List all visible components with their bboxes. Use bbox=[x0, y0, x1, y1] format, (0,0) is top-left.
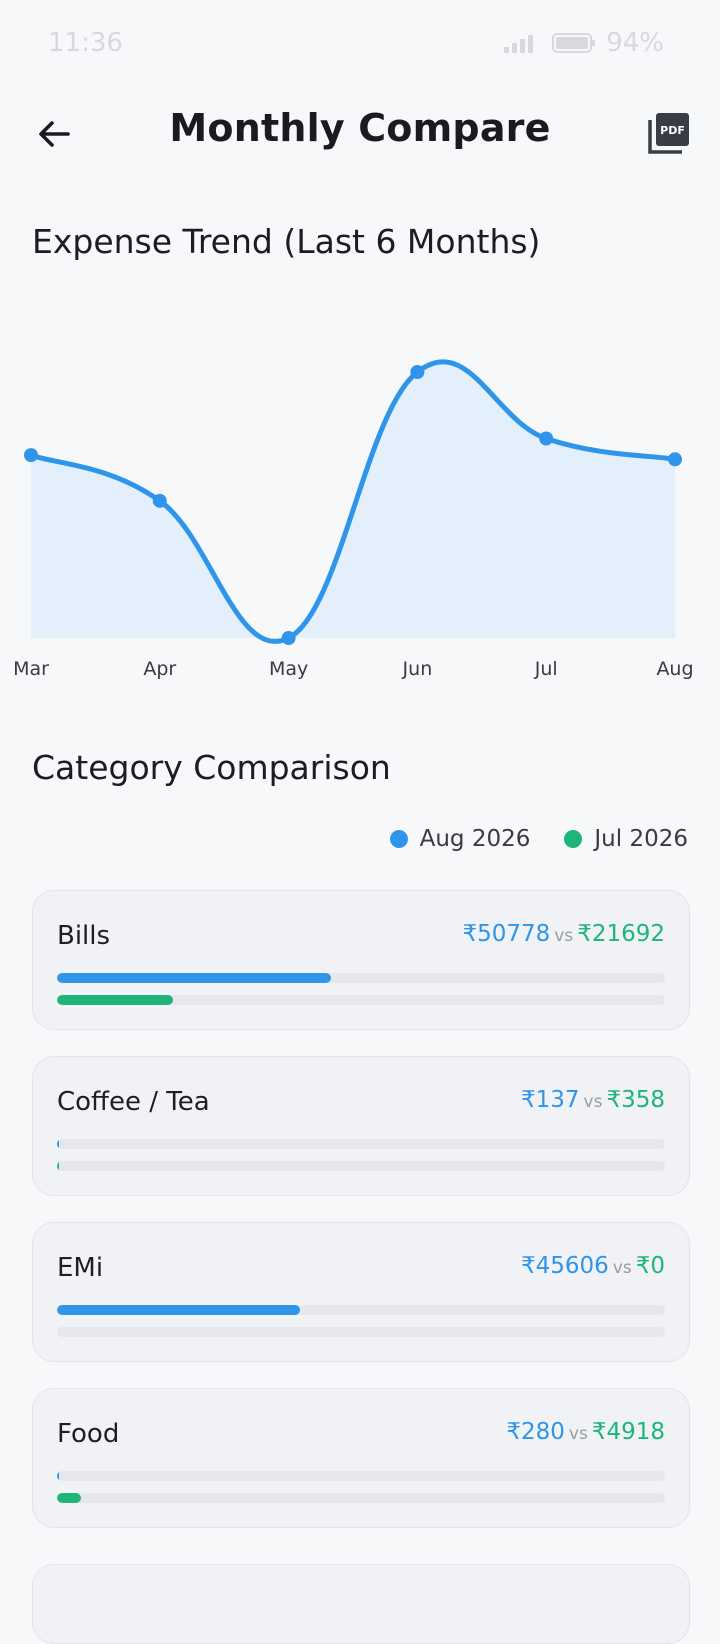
legend-label-current: Aug 2026 bbox=[419, 826, 531, 852]
category-name: Coffee / Tea bbox=[57, 1087, 210, 1117]
category-card-emi[interactable]: EMi ₹45606 vs ₹0 bbox=[32, 1222, 690, 1362]
trend-chart-svg: Mar Apr May Jun Jul Aug bbox=[13, 359, 694, 680]
x-tick-label: Jul bbox=[534, 658, 558, 680]
vs-label: vs bbox=[612, 1258, 632, 1278]
previous-progress-fill bbox=[57, 995, 173, 1005]
status-time: 11:36 bbox=[48, 28, 123, 58]
previous-progress-fill bbox=[57, 1161, 60, 1171]
back-button[interactable] bbox=[30, 110, 78, 158]
category-amounts: ₹280 vs ₹4918 bbox=[506, 1419, 665, 1445]
x-tick-label: Apr bbox=[143, 658, 176, 680]
arrow-left-icon bbox=[39, 121, 70, 147]
current-progress-track bbox=[57, 1305, 665, 1315]
previous-amount: ₹358 bbox=[606, 1087, 665, 1113]
category-card-partial[interactable] bbox=[32, 1564, 690, 1644]
trend-point-aug[interactable] bbox=[668, 452, 682, 467]
category-name: Food bbox=[57, 1419, 120, 1449]
x-tick-label: May bbox=[269, 658, 308, 680]
current-amount: ₹45606 bbox=[520, 1253, 609, 1279]
trend-section-title: Expense Trend (Last 6 Months) bbox=[32, 222, 541, 261]
current-amount: ₹280 bbox=[506, 1419, 565, 1445]
category-amounts: ₹50778 vs ₹21692 bbox=[462, 921, 665, 947]
category-name: Bills bbox=[57, 921, 111, 951]
x-tick-label: Jun bbox=[402, 658, 433, 680]
category-card-coffee-tea[interactable]: Coffee / Tea ₹137 vs ₹358 bbox=[32, 1056, 690, 1196]
category-section-title: Category Comparison bbox=[32, 748, 391, 787]
pdf-icon-label: PDF bbox=[660, 124, 685, 137]
current-progress-track bbox=[57, 1471, 665, 1481]
legend-dot-current bbox=[389, 830, 408, 848]
category-amounts: ₹137 vs ₹358 bbox=[521, 1087, 665, 1113]
category-name: EMi bbox=[57, 1253, 104, 1283]
expense-trend-chart: Mar Apr May Jun Jul Aug bbox=[0, 290, 720, 710]
current-progress-fill bbox=[57, 1139, 59, 1149]
x-tick-label: Mar bbox=[13, 658, 49, 680]
trend-point-jun[interactable] bbox=[410, 365, 425, 379]
signal-icon bbox=[504, 35, 534, 53]
status-bar: 11:36 94% bbox=[0, 0, 720, 88]
previous-progress-track bbox=[57, 1161, 665, 1171]
previous-amount: ₹4918 bbox=[591, 1419, 665, 1445]
legend-item-previous: Jul 2026 bbox=[564, 826, 688, 852]
current-progress-fill bbox=[57, 1305, 301, 1315]
current-amount: ₹137 bbox=[520, 1087, 580, 1113]
trend-point-jul[interactable] bbox=[539, 431, 554, 446]
vs-label: vs bbox=[583, 1092, 603, 1112]
status-icons: 94% bbox=[502, 28, 664, 58]
vs-label: vs bbox=[554, 926, 574, 946]
vs-label: vs bbox=[568, 1424, 588, 1444]
category-card-bills[interactable]: Bills ₹50778 vs ₹21692 bbox=[32, 890, 690, 1030]
current-progress-fill bbox=[57, 973, 331, 983]
trend-area bbox=[31, 361, 675, 642]
page-title: Monthly Compare bbox=[169, 106, 551, 150]
previous-amount: ₹0 bbox=[635, 1253, 665, 1279]
previous-amount: ₹21692 bbox=[577, 921, 665, 947]
battery-percent: 94% bbox=[606, 28, 664, 58]
previous-progress-track bbox=[57, 1327, 665, 1337]
previous-progress-fill bbox=[57, 1493, 82, 1503]
x-tick-label: Aug bbox=[656, 658, 693, 680]
current-progress-fill bbox=[57, 1471, 59, 1481]
battery-icon bbox=[552, 33, 596, 53]
previous-progress-track bbox=[57, 1493, 665, 1503]
current-progress-track bbox=[57, 973, 665, 983]
current-progress-track bbox=[57, 1139, 665, 1149]
trend-point-may[interactable] bbox=[281, 631, 296, 645]
current-amount: ₹50778 bbox=[462, 921, 551, 947]
app-header: Monthly Compare PDF bbox=[0, 88, 720, 178]
category-card-food[interactable]: Food ₹280 vs ₹4918 bbox=[32, 1388, 690, 1528]
category-card-list: Bills ₹50778 vs ₹21692 Coffee / Tea ₹137 vs… bbox=[32, 890, 690, 1554]
legend-dot-previous bbox=[564, 830, 583, 848]
previous-progress-track bbox=[57, 995, 665, 1005]
legend-label-previous: Jul 2026 bbox=[594, 826, 688, 852]
legend: Aug 2026 Jul 2026 bbox=[389, 826, 688, 852]
pdf-export-button[interactable]: PDF bbox=[646, 110, 692, 156]
category-amounts: ₹45606 vs ₹0 bbox=[521, 1253, 665, 1279]
pdf-export-icon: PDF bbox=[648, 113, 689, 154]
trend-point-apr[interactable] bbox=[152, 493, 167, 508]
trend-point-mar[interactable] bbox=[24, 448, 38, 463]
legend-item-current: Aug 2026 bbox=[389, 826, 531, 852]
